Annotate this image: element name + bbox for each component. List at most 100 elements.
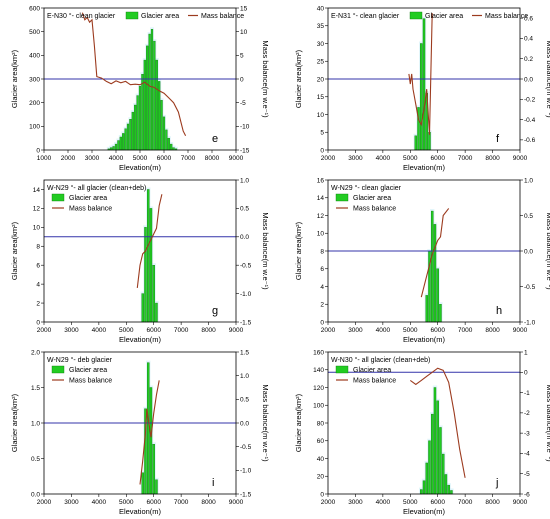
y2-tick-label: 1.0	[240, 177, 249, 184]
y-tick-label: 1.5	[31, 385, 40, 392]
panel-title: E-N31 °- clean glacier	[331, 12, 400, 20]
bar	[119, 136, 122, 151]
y-tick-label: 15	[317, 94, 325, 101]
bar	[144, 227, 147, 323]
y2-tick-label: -1.0	[524, 319, 536, 326]
bar	[155, 479, 158, 495]
bar	[447, 484, 450, 495]
y2-tick-label: -1.5	[240, 491, 252, 498]
legend-label-line: Mass balance	[485, 13, 528, 20]
x-tick-label: 8000	[485, 499, 500, 506]
y2-tick-label: -5	[524, 471, 530, 478]
y2-axis-label: Mass balance(m w.e⁻¹)	[545, 212, 550, 290]
y-axis-label: Glacier area(km²)	[294, 49, 303, 108]
panel-letter: e	[212, 133, 218, 145]
bar	[112, 146, 115, 151]
bar	[150, 29, 154, 151]
y-tick-label: 500	[29, 29, 40, 36]
x-tick-label: 6000	[430, 327, 445, 334]
y2-axis-label: Mass balance(m w.e⁻¹)	[261, 40, 270, 118]
y-tick-label: 25	[317, 59, 325, 66]
bar	[155, 59, 158, 151]
y2-tick-label: 0.5	[240, 206, 249, 213]
x-axis-label: Elevation(m)	[119, 507, 162, 516]
y-tick-label: 10	[317, 112, 325, 119]
y-tick-label: 6	[320, 266, 324, 273]
y-tick-label: 14	[33, 187, 41, 194]
y2-tick-label: -2	[524, 410, 530, 417]
panel-letter: f	[496, 133, 500, 145]
mass-balance-line	[136, 194, 163, 288]
bar	[136, 95, 139, 151]
bar	[160, 100, 163, 151]
x-tick-label: 6000	[146, 499, 161, 506]
bar	[149, 208, 153, 323]
y-tick-label: 0.5	[31, 456, 40, 463]
bar	[134, 104, 137, 151]
y-tick-label: 30	[317, 41, 325, 48]
panel-title: W-N29 °- all glacier (clean+deb)	[47, 184, 146, 192]
y-tick-label: 2.0	[31, 349, 40, 356]
panel-title: W-N29 °- deb glacier	[47, 356, 113, 364]
bar	[149, 387, 153, 495]
bar	[428, 132, 431, 151]
x-tick-label: 9000	[229, 499, 244, 506]
y2-tick-label: 1.5	[240, 349, 249, 356]
y2-tick-label: 0.5	[240, 397, 249, 404]
y2-tick-label: 0.0	[240, 420, 249, 427]
bar	[141, 293, 144, 323]
panel-title: E-N30 °- clean glacier	[47, 12, 116, 20]
x-axis-label: Elevation(m)	[119, 335, 162, 344]
y-tick-label: 0	[36, 319, 40, 326]
legend-label-line: Mass balance	[69, 206, 112, 213]
legend-label-line: Mass balance	[69, 378, 112, 385]
x-tick-label: 9000	[229, 327, 244, 334]
bar	[124, 128, 127, 151]
y-axis-label: Glacier area(km²)	[294, 221, 303, 280]
y-tick-label: 20	[317, 76, 325, 83]
x-tick-label: 8000	[201, 499, 216, 506]
x-tick-label: 6000	[146, 327, 161, 334]
y2-tick-label: -0.4	[524, 117, 536, 124]
mass-balance-line	[409, 367, 466, 478]
x-tick-label: 2000	[321, 499, 336, 506]
y-tick-label: 8	[36, 244, 40, 251]
y2-tick-label: -10	[240, 124, 250, 131]
y-tick-label: 200	[29, 100, 40, 107]
bar-halo	[106, 146, 111, 150]
x-tick-label: 7000	[174, 499, 189, 506]
x-axis-label: Elevation(m)	[403, 335, 446, 344]
y-tick-label: 1.0	[31, 420, 40, 427]
legend-swatch-area	[51, 193, 65, 202]
x-axis-label: Elevation(m)	[119, 163, 162, 172]
y-tick-label: 100	[313, 403, 324, 410]
y-axis-label: Glacier area(km²)	[10, 221, 19, 280]
x-tick-label: 4000	[376, 155, 391, 162]
bar	[146, 189, 150, 323]
x-tick-label: 9000	[513, 499, 528, 506]
x-tick-label: 9000	[513, 327, 528, 334]
x-tick-label: 4000	[376, 327, 391, 334]
legend-label-area: Glacier area	[141, 13, 179, 20]
bar	[165, 129, 168, 151]
bar	[431, 413, 434, 495]
y-tick-label: 20	[317, 474, 325, 481]
bar	[439, 427, 442, 495]
y-tick-label: 12	[317, 213, 325, 220]
y2-tick-label: 0.4	[524, 36, 533, 43]
y2-tick-label: 1.0	[524, 177, 533, 184]
x-tick-label: 7000	[458, 499, 473, 506]
y-tick-label: 16	[317, 177, 325, 184]
bar	[420, 43, 423, 151]
x-tick-label: 5000	[133, 155, 148, 162]
bar	[428, 440, 431, 495]
x-tick-label: 8000	[485, 327, 500, 334]
x-tick-label: 5000	[403, 327, 418, 334]
y2-tick-label: 10	[240, 29, 248, 36]
x-tick-label: 5000	[403, 155, 418, 162]
y-tick-label: 4	[36, 281, 40, 288]
y2-tick-label: 0.0	[524, 76, 533, 83]
y-tick-label: 0	[320, 491, 324, 498]
bar	[152, 444, 155, 495]
y-tick-label: 10	[317, 231, 325, 238]
